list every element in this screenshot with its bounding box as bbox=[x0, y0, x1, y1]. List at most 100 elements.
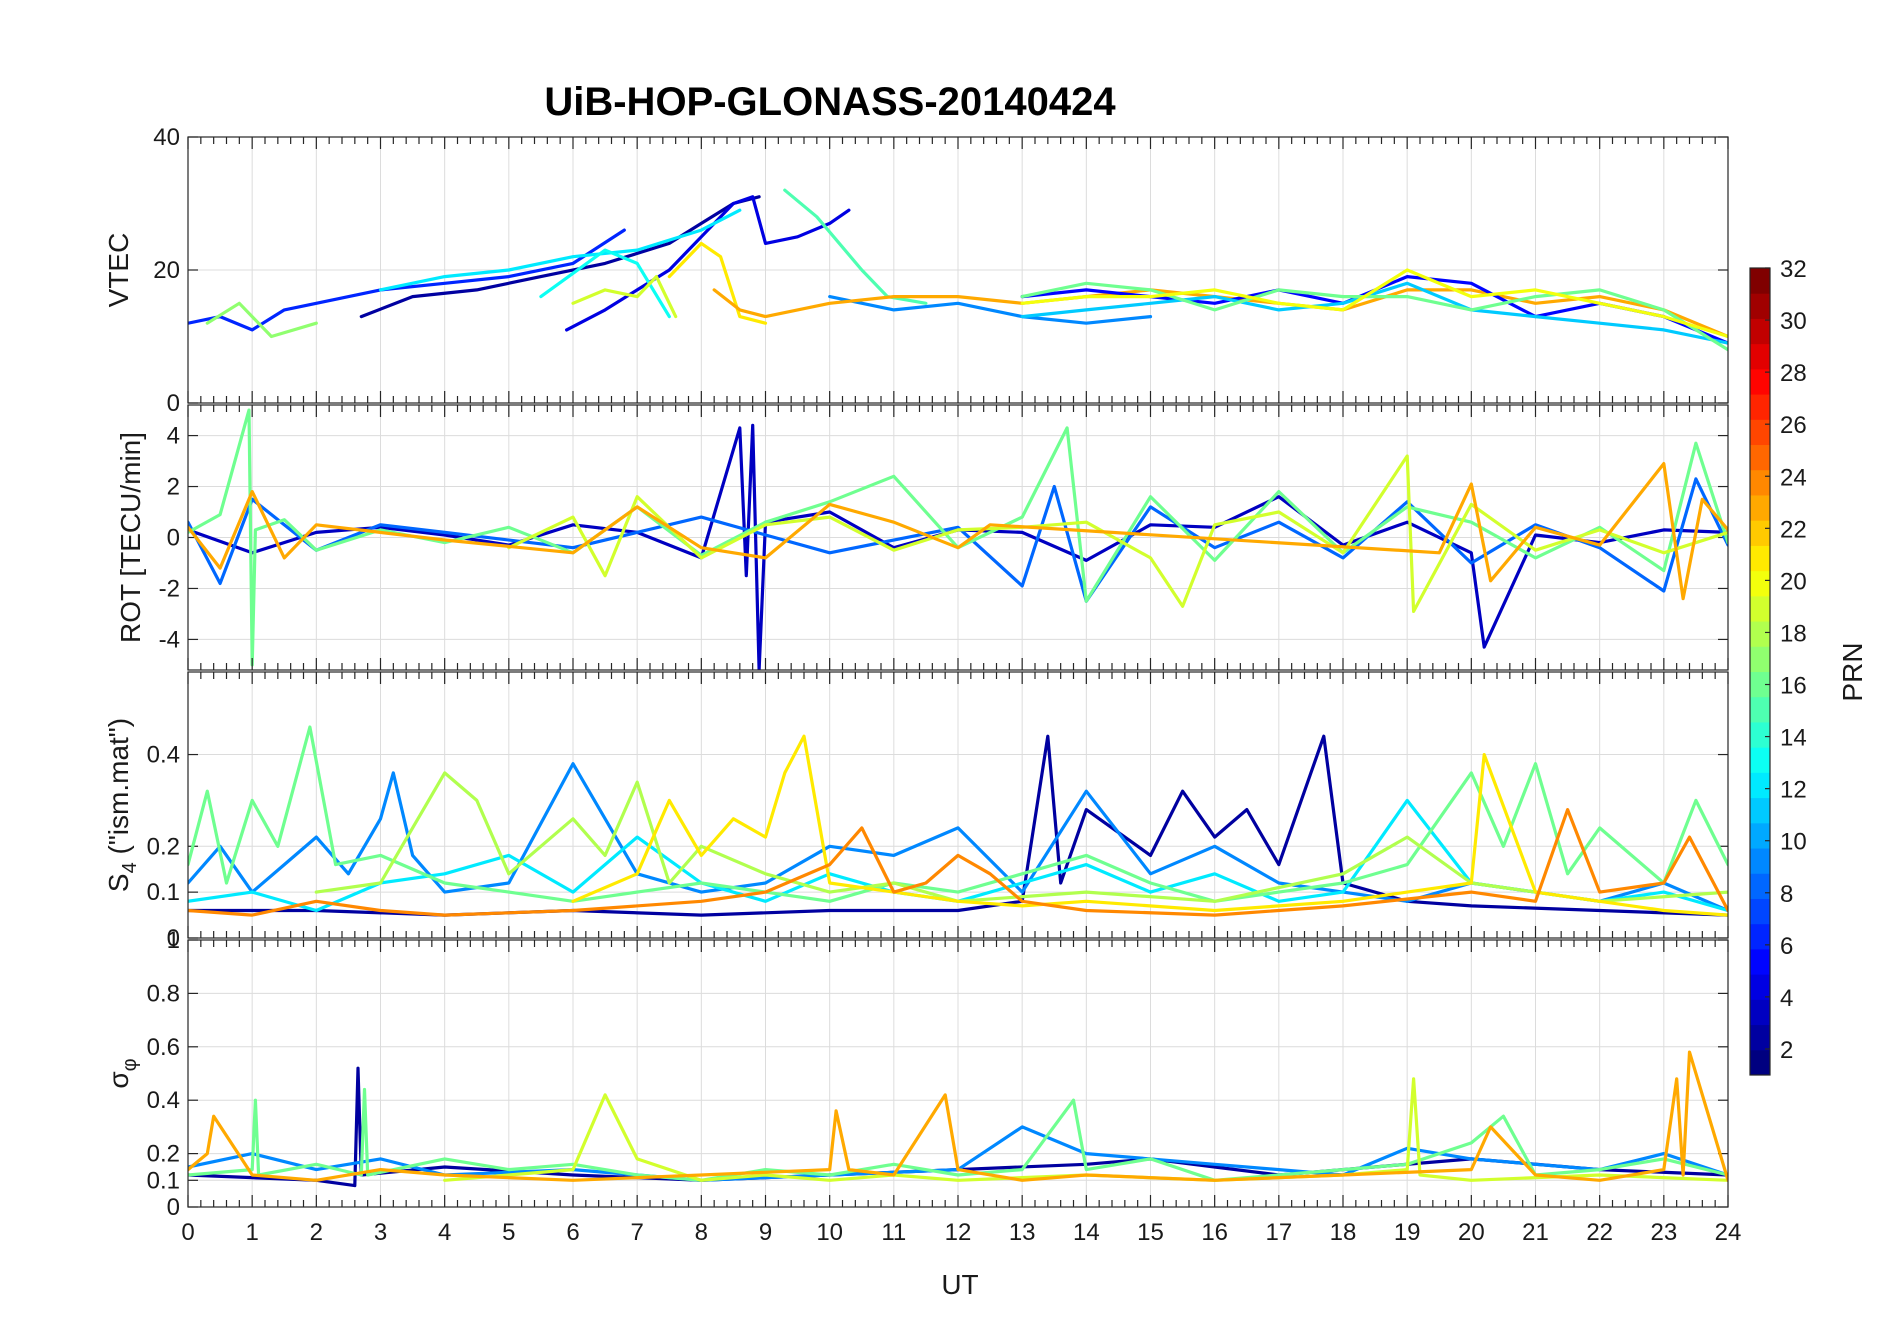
x-tick-label: 8 bbox=[695, 1219, 708, 1246]
x-tick-label: 4 bbox=[438, 1219, 451, 1246]
colorbar-tick-label: 4 bbox=[1780, 985, 1793, 1012]
colorbar-swatch bbox=[1750, 343, 1770, 370]
y-tick-label: 0.4 bbox=[147, 1087, 180, 1114]
chart-title: UiB-HOP-GLONASS-20140424 bbox=[544, 80, 1116, 124]
y-axis-label-sigma: σφ bbox=[103, 1058, 141, 1088]
y-axis-label-s4: S4 ("ism.mat") bbox=[103, 718, 141, 892]
x-tick-label: 22 bbox=[1586, 1219, 1613, 1246]
x-tick-label: 9 bbox=[759, 1219, 772, 1246]
y-tick-label: 0 bbox=[167, 525, 180, 552]
colorbar-tick-label: 24 bbox=[1780, 464, 1807, 491]
x-tick-label: 5 bbox=[502, 1219, 515, 1246]
series-prn-23 bbox=[188, 462, 1728, 601]
colorbar-label: PRN bbox=[1837, 642, 1868, 701]
y-tick-label: 40 bbox=[153, 124, 180, 151]
colorbar-tick-label: 20 bbox=[1780, 568, 1807, 595]
x-tick-label: 0 bbox=[181, 1219, 194, 1246]
colorbar-swatch bbox=[1750, 671, 1770, 698]
x-tick-label: 14 bbox=[1073, 1219, 1100, 1246]
x-axis-label: UT bbox=[941, 1269, 978, 1300]
x-tick-label: 24 bbox=[1715, 1219, 1742, 1246]
y-tick-label: 4 bbox=[167, 423, 180, 450]
colorbar-swatch bbox=[1750, 419, 1770, 446]
series-prn-19 bbox=[443, 1077, 1728, 1182]
y-tick-label: 0.2 bbox=[147, 833, 180, 860]
colorbar-swatch bbox=[1750, 545, 1770, 572]
colorbar-swatch bbox=[1750, 696, 1770, 723]
x-tick-label: 11 bbox=[881, 1219, 906, 1246]
y-tick-label: 0 bbox=[167, 390, 180, 417]
colorbar-tick-label: 2 bbox=[1780, 1037, 1793, 1064]
y-tick-label: 1 bbox=[167, 927, 180, 954]
traces-s4 bbox=[188, 725, 1728, 917]
series-prn-11 bbox=[1020, 281, 1728, 345]
x-tick-label: 21 bbox=[1522, 1219, 1549, 1246]
y-tick-label: 0.6 bbox=[147, 1034, 180, 1061]
colorbar-swatch bbox=[1750, 822, 1770, 849]
series-prn-20 bbox=[1020, 268, 1728, 339]
y-axis-label-rot: ROT [TECU/min] bbox=[115, 432, 146, 643]
colorbar-swatch bbox=[1750, 293, 1770, 319]
traces-vtec bbox=[188, 188, 1728, 352]
y-tick-label: 0 bbox=[167, 1194, 180, 1221]
colorbar-frame bbox=[1749, 267, 1771, 1076]
colorbar-swatch bbox=[1750, 368, 1770, 395]
series-prn-21 bbox=[571, 734, 1728, 917]
x-tick-label: 3 bbox=[374, 1219, 387, 1246]
colorbar-swatch bbox=[1750, 494, 1770, 521]
x-tick-label: 12 bbox=[945, 1219, 972, 1246]
y-tick-label: 2 bbox=[167, 474, 180, 501]
y-tick-label: 0.4 bbox=[147, 742, 180, 769]
colorbar-tick-label: 30 bbox=[1780, 308, 1807, 335]
colorbar-swatch bbox=[1750, 999, 1770, 1026]
series-prn-9 bbox=[188, 1125, 1728, 1182]
y-axis-label-vtec: VTEC bbox=[103, 233, 134, 308]
colorbar-swatch bbox=[1750, 595, 1770, 622]
colorbar-swatch bbox=[1750, 721, 1770, 748]
colorbar-swatch bbox=[1750, 318, 1770, 345]
x-tick-label: 10 bbox=[816, 1219, 843, 1246]
colorbar-swatch bbox=[1750, 570, 1770, 597]
series-prn-3 bbox=[188, 423, 1728, 670]
colorbar-swatch bbox=[1750, 873, 1770, 899]
colorbar-swatch bbox=[1750, 948, 1770, 975]
series-prn-19 bbox=[571, 275, 678, 319]
x-tick-label: 18 bbox=[1330, 1219, 1357, 1246]
x-tick-label: 19 bbox=[1394, 1219, 1421, 1246]
colorbar-swatch bbox=[1750, 923, 1770, 950]
y-tick-label: 20 bbox=[153, 257, 180, 284]
series-prn-13 bbox=[539, 248, 671, 319]
colorbar-swatch bbox=[1750, 772, 1770, 799]
series-prn-2 bbox=[188, 734, 1728, 917]
colorbar-swatch bbox=[1750, 848, 1770, 874]
x-tick-label: 6 bbox=[566, 1219, 579, 1246]
colorbar-tick-label: 16 bbox=[1780, 673, 1807, 700]
series-prn-12 bbox=[378, 208, 742, 292]
colorbar-swatch bbox=[1750, 797, 1770, 824]
colorbar-swatch bbox=[1750, 1049, 1770, 1076]
x-tick-label: 16 bbox=[1201, 1219, 1228, 1246]
colorbar-swatch bbox=[1750, 520, 1770, 546]
panel-vtec: 0 20 40 VTEC bbox=[103, 124, 1729, 417]
series-prn-15 bbox=[783, 188, 928, 305]
colorbar-tick-label: 8 bbox=[1780, 881, 1793, 908]
series-prn-9 bbox=[828, 295, 1153, 325]
series-prn-16 bbox=[188, 408, 1728, 667]
series-prn-16 bbox=[188, 1087, 1728, 1182]
series-prn-6 bbox=[188, 228, 626, 332]
colorbar-swatch bbox=[1750, 394, 1770, 420]
colorbar-tick-label: 22 bbox=[1780, 516, 1807, 543]
series-prn-16 bbox=[1020, 281, 1728, 352]
colorbar-swatch bbox=[1750, 444, 1770, 471]
y-tick-label: 0.1 bbox=[147, 1167, 180, 1194]
series-prn-4 bbox=[564, 195, 851, 332]
colorbar-tick-label: 26 bbox=[1780, 412, 1807, 439]
series-prn-17 bbox=[205, 301, 318, 339]
colorbar-swatch bbox=[1750, 974, 1770, 1000]
colorbar-swatch bbox=[1750, 646, 1770, 672]
series-prn-16 bbox=[188, 725, 1728, 903]
